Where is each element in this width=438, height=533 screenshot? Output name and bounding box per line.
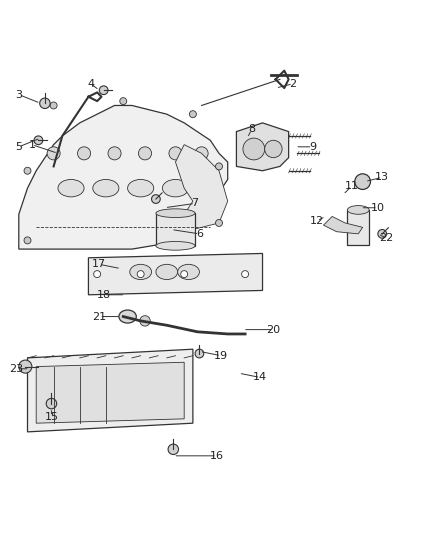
- Circle shape: [195, 147, 208, 160]
- Text: 7: 7: [191, 198, 198, 208]
- Circle shape: [243, 138, 265, 160]
- Circle shape: [34, 136, 43, 144]
- Circle shape: [137, 271, 144, 278]
- Text: 3: 3: [15, 90, 22, 100]
- Text: 8: 8: [248, 124, 255, 134]
- Text: 15: 15: [44, 411, 58, 422]
- Circle shape: [169, 147, 182, 160]
- Bar: [347, 210, 369, 245]
- Circle shape: [108, 147, 121, 160]
- Circle shape: [152, 195, 160, 204]
- Circle shape: [138, 147, 152, 160]
- Ellipse shape: [58, 180, 84, 197]
- Text: 14: 14: [253, 373, 268, 383]
- Text: 1: 1: [28, 140, 35, 150]
- Ellipse shape: [130, 264, 152, 279]
- Circle shape: [215, 163, 223, 170]
- Circle shape: [265, 140, 282, 158]
- Text: 23: 23: [10, 364, 24, 374]
- Polygon shape: [19, 106, 228, 249]
- Circle shape: [215, 220, 223, 227]
- Circle shape: [195, 349, 204, 358]
- Text: 19: 19: [214, 351, 228, 361]
- Text: 10: 10: [371, 203, 385, 213]
- Text: 16: 16: [210, 451, 224, 461]
- Bar: [156, 213, 195, 246]
- Text: 12: 12: [310, 216, 324, 226]
- Circle shape: [99, 86, 108, 94]
- Ellipse shape: [347, 206, 369, 214]
- Circle shape: [19, 360, 32, 373]
- Circle shape: [378, 230, 387, 238]
- Text: 5: 5: [15, 142, 22, 152]
- Text: 20: 20: [266, 325, 280, 335]
- Circle shape: [94, 271, 101, 278]
- Ellipse shape: [156, 241, 195, 250]
- Text: 2: 2: [290, 79, 297, 88]
- Ellipse shape: [127, 180, 154, 197]
- Circle shape: [24, 167, 31, 174]
- Polygon shape: [176, 144, 228, 232]
- Ellipse shape: [93, 180, 119, 197]
- Circle shape: [242, 271, 249, 278]
- Text: 18: 18: [97, 290, 111, 300]
- Text: 22: 22: [379, 233, 394, 243]
- Ellipse shape: [156, 209, 195, 217]
- Circle shape: [189, 111, 196, 118]
- Polygon shape: [28, 349, 193, 432]
- Polygon shape: [88, 254, 262, 295]
- Ellipse shape: [156, 264, 178, 279]
- Text: 11: 11: [345, 181, 359, 191]
- Circle shape: [24, 237, 31, 244]
- Text: 21: 21: [92, 312, 106, 321]
- Circle shape: [78, 147, 91, 160]
- Polygon shape: [323, 216, 363, 234]
- Text: 9: 9: [309, 142, 316, 152]
- Polygon shape: [36, 362, 184, 423]
- Circle shape: [40, 98, 50, 109]
- Circle shape: [181, 271, 187, 278]
- Ellipse shape: [119, 310, 136, 323]
- Circle shape: [47, 147, 60, 160]
- Circle shape: [140, 316, 150, 326]
- Polygon shape: [237, 123, 289, 171]
- Circle shape: [355, 174, 371, 189]
- Text: 17: 17: [92, 260, 106, 269]
- Circle shape: [168, 444, 179, 455]
- Text: 13: 13: [375, 172, 389, 182]
- Ellipse shape: [178, 264, 199, 279]
- Text: 6: 6: [196, 229, 203, 239]
- Circle shape: [120, 98, 127, 104]
- Ellipse shape: [162, 180, 188, 197]
- Text: 4: 4: [87, 79, 94, 88]
- Circle shape: [46, 398, 57, 409]
- Circle shape: [50, 102, 57, 109]
